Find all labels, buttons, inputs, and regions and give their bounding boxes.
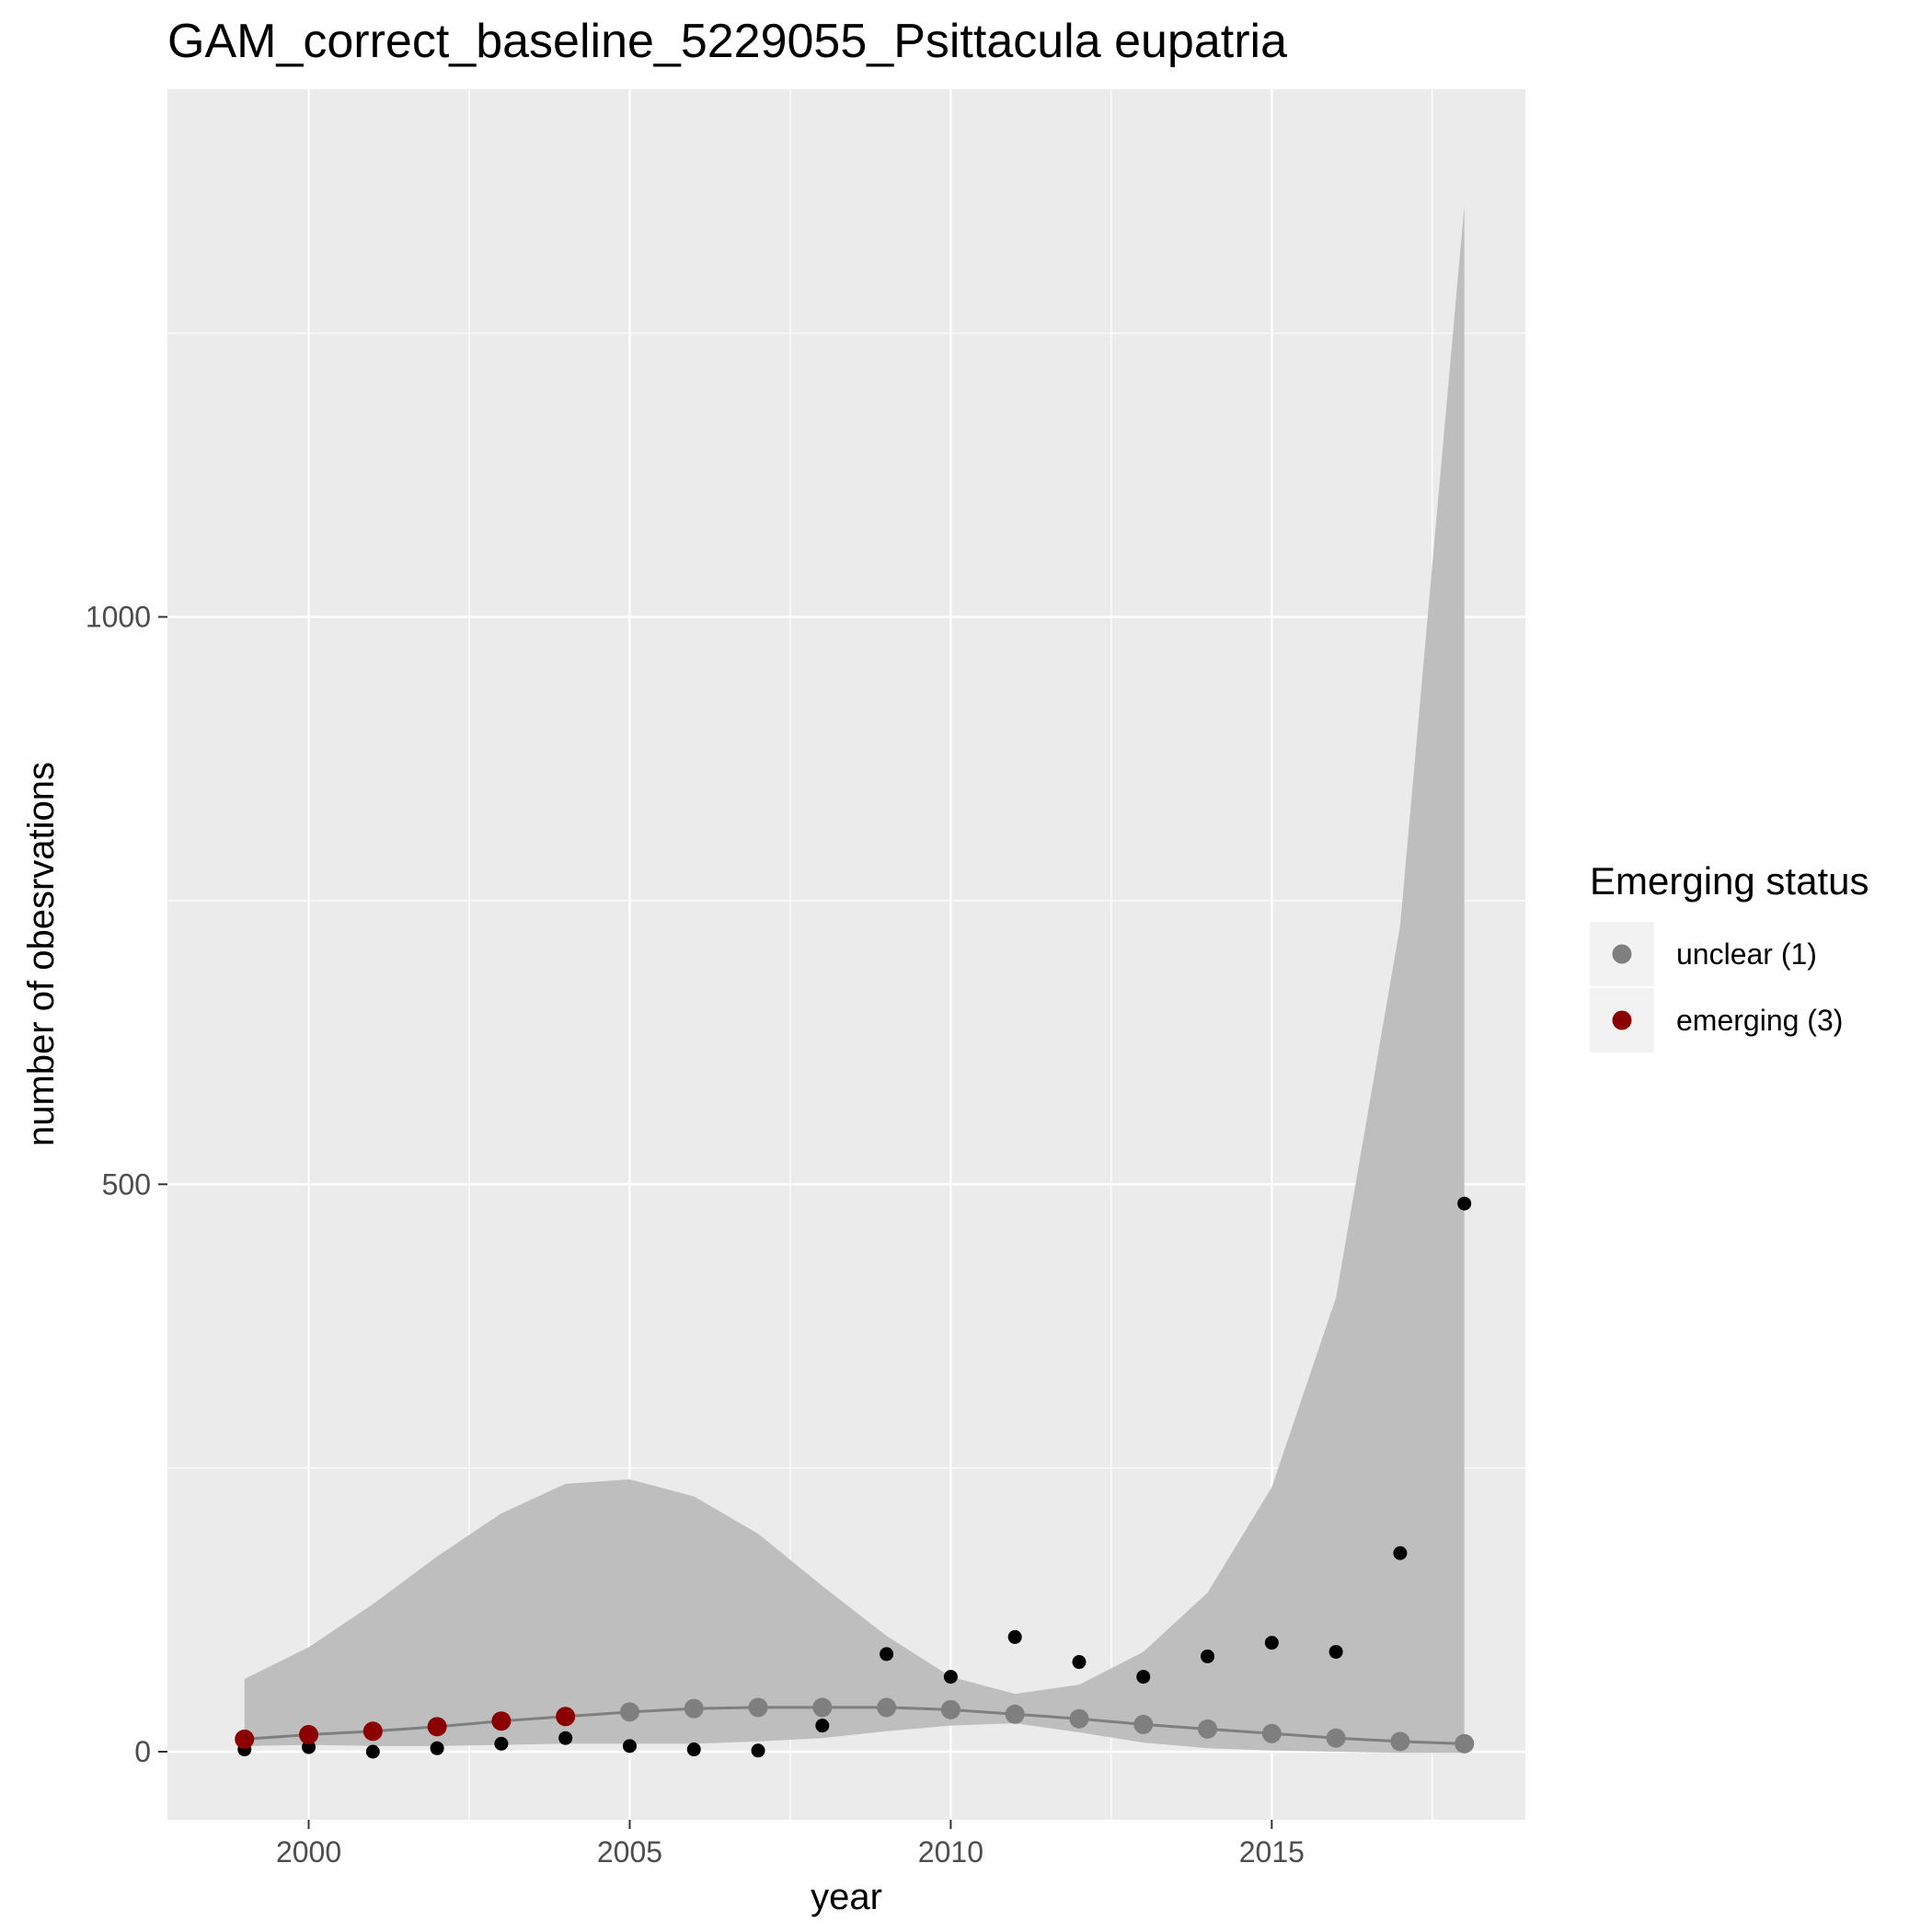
observation-point	[1393, 1546, 1408, 1560]
unclear-status-point	[1069, 1708, 1089, 1729]
unclear-status-point	[1261, 1723, 1282, 1743]
emerging-status-point	[556, 1707, 576, 1727]
observation-point	[943, 1670, 958, 1685]
y-axis-title: number of obesrvations	[21, 762, 62, 1146]
observation-point	[1328, 1644, 1343, 1659]
x-axis-ticks: 2000 2005 2010 2015	[276, 1820, 1305, 1869]
emerging-status-point	[491, 1711, 512, 1731]
legend-label: emerging (3)	[1676, 1004, 1843, 1037]
unclear-status-point	[1198, 1719, 1218, 1739]
x-tick-label: 2005	[597, 1835, 662, 1869]
unclear-status-point	[748, 1697, 768, 1718]
x-tick-label: 2010	[918, 1835, 983, 1869]
x-tick-label: 2015	[1239, 1835, 1305, 1869]
confidence-ribbon	[244, 204, 1465, 1754]
status-points-layer	[235, 1697, 1475, 1754]
x-axis-title: year	[811, 1877, 882, 1917]
observation-point	[622, 1739, 637, 1754]
unclear-status-point	[1005, 1704, 1025, 1724]
observation-point	[494, 1736, 509, 1751]
y-axis-ticks: 0 500 1000	[86, 601, 167, 1768]
emerging-status-point	[299, 1724, 319, 1744]
legend-label: unclear (1)	[1676, 937, 1817, 971]
observation-point	[1457, 1196, 1472, 1211]
emerging-status-point	[362, 1721, 383, 1742]
observations-layer	[237, 1196, 1472, 1759]
observation-point	[302, 1740, 316, 1754]
legend-title: Emerging status	[1590, 859, 1869, 903]
emerging-status-point	[235, 1729, 255, 1749]
observation-point	[365, 1744, 380, 1759]
y-tick-label: 1000	[86, 601, 151, 634]
legend-key-point	[1612, 1010, 1632, 1030]
x-tick-label: 2000	[276, 1835, 341, 1869]
observation-point	[1201, 1649, 1215, 1663]
gam-fit-layer	[244, 1706, 1465, 1745]
legend-entries: unclear (1) emerging (3)	[1590, 922, 1843, 1052]
confidence-ribbon-layer	[244, 204, 1465, 1754]
chart-title: GAM_correct_baseline_5229055_Psittacula …	[167, 15, 1287, 68]
unclear-status-point	[877, 1697, 897, 1718]
legend-key-point	[1612, 944, 1632, 964]
observation-point	[1072, 1655, 1087, 1670]
observation-point	[751, 1743, 765, 1758]
observation-point	[686, 1742, 701, 1757]
unclear-status-point	[684, 1698, 704, 1719]
observation-point	[815, 1719, 830, 1733]
unclear-status-point	[1326, 1728, 1346, 1748]
observation-point	[1136, 1670, 1151, 1685]
legend: Emerging status unclear (1) emerging (3)	[1590, 859, 1869, 1052]
unclear-status-point	[1133, 1714, 1154, 1734]
emerging-status-point	[427, 1717, 447, 1737]
unclear-status-point	[1455, 1733, 1475, 1754]
unclear-status-point	[1390, 1731, 1410, 1752]
gam-fit-line	[244, 1706, 1465, 1745]
observation-point	[880, 1647, 894, 1662]
unclear-status-point	[940, 1699, 960, 1719]
y-tick-label: 0	[134, 1735, 151, 1768]
unclear-status-point	[619, 1702, 639, 1722]
observation-point	[1264, 1636, 1279, 1650]
y-tick-label: 500	[102, 1167, 151, 1201]
observation-point	[430, 1741, 444, 1755]
observation-point	[1007, 1629, 1022, 1644]
unclear-status-point	[812, 1697, 833, 1718]
observation-point	[558, 1731, 573, 1745]
